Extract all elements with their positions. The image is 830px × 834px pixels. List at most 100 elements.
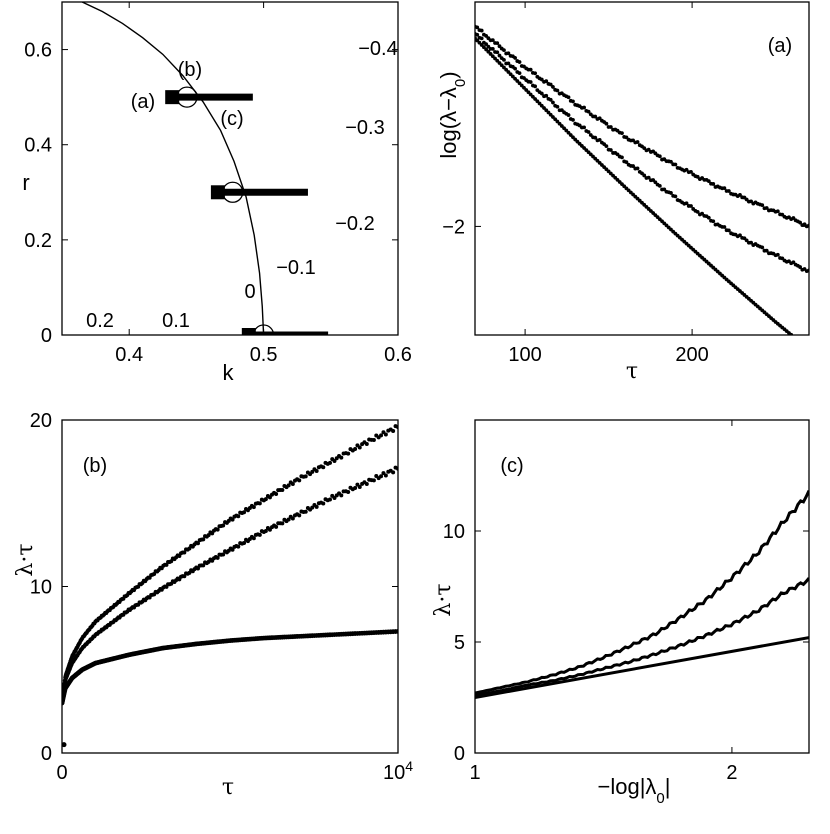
data-point <box>297 513 302 518</box>
x-tick-label: 200 <box>675 344 708 366</box>
data-point <box>775 252 780 257</box>
data-point <box>791 260 796 265</box>
data-point <box>475 32 480 37</box>
data-point <box>571 118 575 122</box>
data-point <box>314 468 319 473</box>
data-point <box>263 497 268 502</box>
data-point <box>280 521 285 526</box>
data-point <box>303 509 308 514</box>
data-point <box>364 482 369 487</box>
data-point <box>620 131 624 136</box>
x-tick-label: 104 <box>383 758 413 784</box>
data-point <box>236 544 241 549</box>
data-point <box>711 219 716 224</box>
data-point <box>274 524 279 529</box>
y-axis-label: λ·τ <box>13 543 38 576</box>
data-point <box>738 233 742 238</box>
data-point <box>604 121 609 126</box>
y-tick-label: 0 <box>454 743 465 765</box>
x-tick-label: 1 <box>469 762 480 784</box>
data-point <box>805 346 809 350</box>
data-point <box>631 164 635 168</box>
y-tick-label: 20 <box>30 410 52 432</box>
data-point <box>221 523 226 528</box>
data-point <box>517 71 522 76</box>
data-point <box>513 66 517 71</box>
panel-label: (b) <box>83 455 107 477</box>
data-point <box>551 85 555 89</box>
y-tick-label: 0 <box>41 743 52 765</box>
data-point <box>379 474 384 479</box>
data-point <box>760 245 765 250</box>
data-point <box>586 109 591 114</box>
data-point <box>263 529 268 534</box>
data-point <box>689 204 693 208</box>
axes-frame <box>474 419 810 754</box>
data-point <box>673 162 678 167</box>
data-point <box>548 82 553 87</box>
data-point-outlier <box>62 742 67 748</box>
data-point <box>490 38 495 43</box>
data-point <box>738 193 742 197</box>
axes-frame <box>61 419 399 754</box>
stability-boundary-line <box>81 2 265 335</box>
y-axis-label-close: ) <box>436 71 461 78</box>
x-axis-label-main: −log|λ <box>598 774 657 799</box>
annotation-c: (c) <box>220 108 243 130</box>
data-point <box>800 342 804 346</box>
data-point <box>321 501 326 506</box>
data-point <box>267 495 272 500</box>
data-point <box>495 41 500 46</box>
panel-label: (a) <box>768 35 792 57</box>
contour-line <box>196 506 330 640</box>
data-point <box>593 135 598 140</box>
data-point <box>251 536 256 541</box>
data-point <box>608 125 613 129</box>
data-point <box>353 486 358 491</box>
contour-label: 0.2 <box>86 310 114 332</box>
data-point <box>749 240 754 245</box>
data-point <box>327 497 332 502</box>
x-axis-label-subscript: 0 <box>656 790 664 807</box>
x-axis-label: −log|λ0| <box>598 774 671 807</box>
data-point <box>794 337 798 341</box>
panel-a-log-plot: 100 200 −2 (a) τ log(λ−λ0) <box>436 1 811 384</box>
data-point <box>726 228 731 233</box>
data-point <box>555 88 560 93</box>
series-lower-line <box>475 636 809 699</box>
data-point <box>242 540 247 545</box>
data-point <box>346 451 351 456</box>
data-point <box>582 105 587 110</box>
data-point <box>597 137 602 142</box>
data-point <box>528 67 533 72</box>
contour-label: −0.1 <box>276 257 315 279</box>
data-point <box>635 166 640 171</box>
data-point <box>339 455 344 460</box>
data-point <box>669 159 673 164</box>
data-point <box>339 493 344 498</box>
series-middle <box>475 31 809 274</box>
data-point <box>528 80 533 84</box>
contour-label: 0 <box>244 281 255 303</box>
data-point <box>495 50 500 55</box>
x-tick-label: 0 <box>56 762 67 784</box>
data-point <box>706 215 711 220</box>
data-point <box>379 433 384 438</box>
y-tick-label: 0.4 <box>24 135 52 157</box>
x-tick-label: 0.4 <box>115 344 143 366</box>
data-point <box>280 487 285 492</box>
data-point <box>517 60 522 64</box>
data-point <box>391 470 396 475</box>
data-point <box>357 484 362 489</box>
contour-label: −0.2 <box>335 213 374 235</box>
data-point <box>775 209 780 214</box>
x-tick-label: 100 <box>508 344 541 366</box>
data-point <box>383 432 388 437</box>
y-tick-label: 0.2 <box>24 230 52 252</box>
data-point <box>555 104 560 109</box>
data-point <box>798 265 802 269</box>
data-point <box>303 474 308 479</box>
data-point <box>502 48 506 53</box>
panel-b-growth-plot: 0 104 0 10 20 (b) τ λ·τ <box>13 410 413 800</box>
data-point <box>807 348 811 352</box>
